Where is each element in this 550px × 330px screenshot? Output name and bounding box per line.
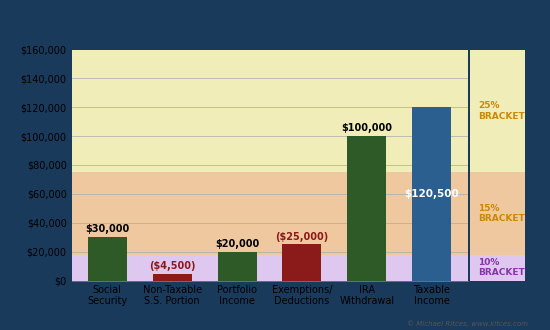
Bar	[72, 254, 468, 280]
Text: HOW A RETIREE'S IRA DISTRIBUTIONS SPAN MULTIPLE TAX BRACKETS: HOW A RETIREE'S IRA DISTRIBUTIONS SPAN M…	[44, 22, 506, 35]
Bar	[88, 237, 126, 280]
Text: $30,000: $30,000	[85, 224, 129, 234]
Text: 10%
BRACKET: 10% BRACKET	[478, 258, 525, 277]
Text: ($25,000): ($25,000)	[276, 232, 328, 242]
Bar	[283, 245, 321, 280]
Text: © Michael Ritces, www.kitces.com: © Michael Ritces, www.kitces.com	[407, 320, 528, 327]
Text: $120,500: $120,500	[404, 188, 459, 199]
Bar	[72, 50, 468, 172]
Text: $20,000: $20,000	[215, 239, 259, 249]
Bar	[348, 136, 386, 280]
Bar	[72, 172, 468, 254]
Text: ($4,500): ($4,500)	[149, 261, 195, 271]
Text: $100,000: $100,000	[342, 123, 392, 133]
Bar	[412, 107, 451, 280]
Bar	[218, 251, 256, 280]
Bar	[153, 274, 191, 280]
Bar	[470, 50, 525, 172]
Bar	[470, 172, 525, 254]
Text: 15%
BRACKET: 15% BRACKET	[478, 204, 525, 223]
Bar	[470, 254, 525, 280]
Text: 25%
BRACKET: 25% BRACKET	[478, 101, 525, 120]
